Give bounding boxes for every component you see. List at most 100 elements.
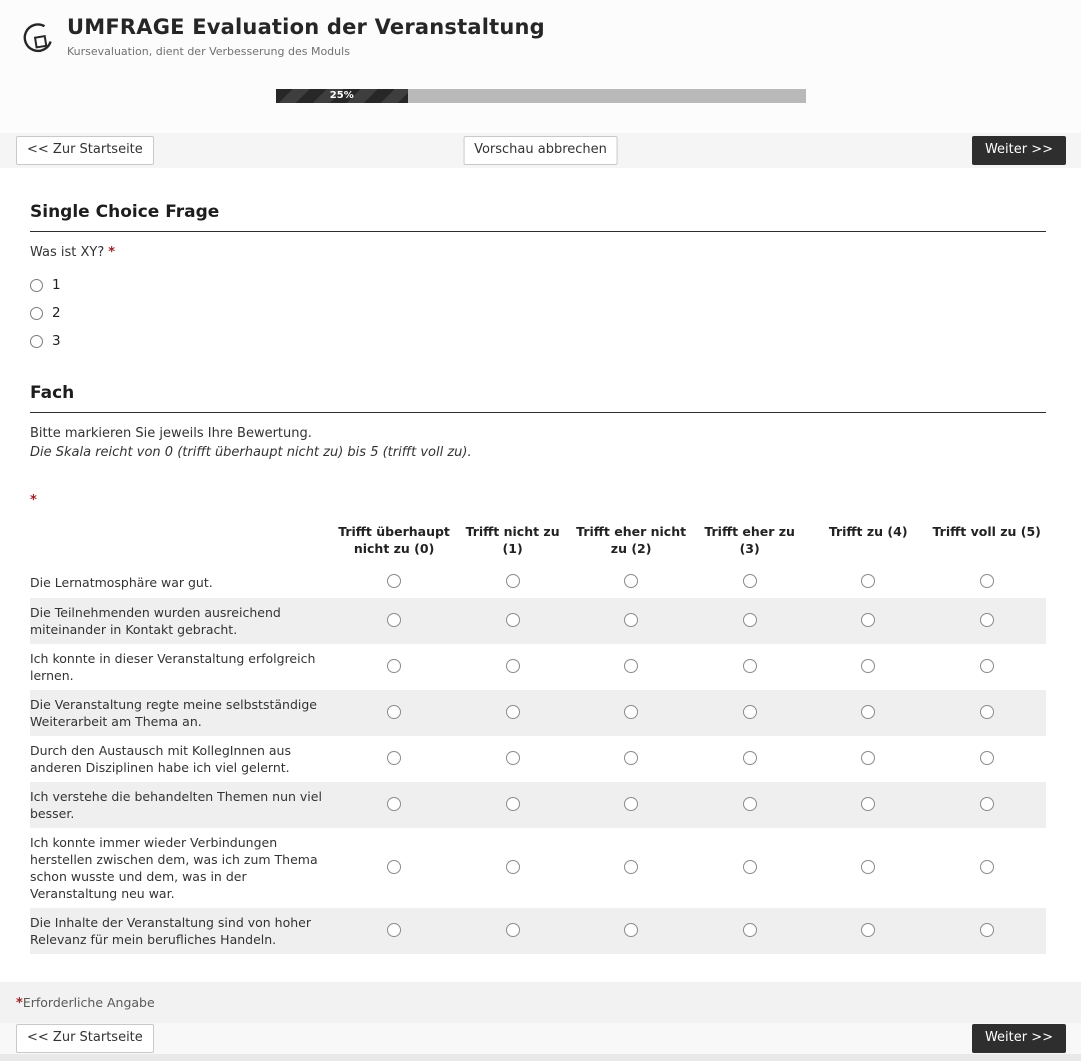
radio-button-icon[interactable] xyxy=(30,306,43,320)
matrix-row-label: Ich konnte immer wieder Verbindungen her… xyxy=(30,835,318,901)
radio-button-icon[interactable] xyxy=(979,750,994,765)
radio-button-icon[interactable] xyxy=(505,859,520,874)
single-choice-option[interactable]: 2 xyxy=(30,299,1046,327)
radio-button-icon[interactable] xyxy=(624,574,639,588)
matrix-row: Durch den Austausch mit KollegInnen aus … xyxy=(30,736,1046,782)
radio-button-icon[interactable] xyxy=(624,612,639,627)
radio-button-icon[interactable] xyxy=(979,574,994,588)
option-label: 3 xyxy=(52,333,61,349)
matrix-cell xyxy=(572,828,691,908)
radio-button-icon[interactable] xyxy=(742,796,757,811)
radio-button-icon[interactable] xyxy=(624,750,639,765)
radio-button-icon[interactable] xyxy=(387,796,402,811)
radio-button-icon[interactable] xyxy=(505,704,520,719)
radio-button-icon[interactable] xyxy=(505,574,520,588)
radio-button-icon[interactable] xyxy=(861,612,876,627)
single-choice-option[interactable]: 3 xyxy=(30,327,1046,355)
survey-subtitle: Kursevaluation, dient der Verbesserung d… xyxy=(67,45,350,58)
single-choice-section: Single Choice Frage Was ist XY? * 1 2 3 xyxy=(30,202,1046,355)
radio-button-icon[interactable] xyxy=(30,334,43,348)
matrix-cell xyxy=(927,908,1046,954)
matrix-cell xyxy=(453,567,572,598)
radio-button-icon[interactable] xyxy=(742,859,757,874)
radio-button-icon[interactable] xyxy=(979,859,994,874)
radio-button-icon[interactable] xyxy=(387,658,402,673)
matrix-cell xyxy=(453,644,572,690)
radio-button-icon[interactable] xyxy=(624,704,639,719)
page-bottom-strip xyxy=(0,1054,1081,1061)
matrix-cell xyxy=(572,567,691,598)
radio-button-icon[interactable] xyxy=(979,704,994,719)
matrix-column-header: Trifft voll zu (5) xyxy=(932,524,1041,539)
radio-button-icon[interactable] xyxy=(624,859,639,874)
matrix-body: Die Lernatmosphäre war gut. Die Teilnehme… xyxy=(30,567,1046,954)
radio-button-icon[interactable] xyxy=(861,922,876,937)
radio-button-icon[interactable] xyxy=(387,704,402,719)
radio-button-icon[interactable] xyxy=(624,796,639,811)
matrix-cell xyxy=(335,644,454,690)
radio-button-icon[interactable] xyxy=(861,796,876,811)
matrix-cell xyxy=(809,736,928,782)
required-asterisk: * xyxy=(30,493,37,508)
radio-button-icon[interactable] xyxy=(505,612,520,627)
matrix-cell xyxy=(690,644,809,690)
radio-button-icon[interactable] xyxy=(742,658,757,673)
radio-button-icon[interactable] xyxy=(742,574,757,588)
radio-button-icon[interactable] xyxy=(979,658,994,673)
radio-button-icon[interactable] xyxy=(505,750,520,765)
matrix-cell xyxy=(809,644,928,690)
matrix-cell xyxy=(809,828,928,908)
group-title-single-choice: Single Choice Frage xyxy=(30,202,1046,232)
radio-button-icon[interactable] xyxy=(505,658,520,673)
matrix-cell xyxy=(335,598,454,644)
matrix-cell xyxy=(335,908,454,954)
radio-button-icon[interactable] xyxy=(387,922,402,937)
radio-button-icon[interactable] xyxy=(624,658,639,673)
radio-button-icon[interactable] xyxy=(505,796,520,811)
matrix-cell xyxy=(335,782,454,828)
next-button[interactable]: Weiter >> xyxy=(971,136,1066,165)
radio-button-icon[interactable] xyxy=(742,922,757,937)
title-block: UMFRAGE Evaluation der Veranstaltung Kur… xyxy=(67,15,545,58)
next-button[interactable]: Weiter >> xyxy=(971,1024,1066,1053)
radio-button-icon[interactable] xyxy=(505,922,520,937)
matrix-required-row: * xyxy=(30,493,1046,508)
radio-button-icon[interactable] xyxy=(387,859,402,874)
radio-button-icon[interactable] xyxy=(861,574,876,588)
required-note: *Erforderliche Angabe xyxy=(0,982,1081,1023)
radio-button-icon[interactable] xyxy=(861,658,876,673)
matrix-cell xyxy=(809,782,928,828)
radio-button-icon[interactable] xyxy=(387,574,402,588)
radio-button-icon[interactable] xyxy=(742,704,757,719)
matrix-column-header: Trifft eher nicht zu (2) xyxy=(576,524,687,556)
radio-button-icon[interactable] xyxy=(861,704,876,719)
single-choice-option[interactable]: 1 xyxy=(30,271,1046,299)
radio-button-icon[interactable] xyxy=(387,612,402,627)
radio-button-icon[interactable] xyxy=(742,612,757,627)
required-asterisk: * xyxy=(108,245,116,260)
radio-button-icon[interactable] xyxy=(861,859,876,874)
matrix-cell xyxy=(690,598,809,644)
matrix-cell xyxy=(927,828,1046,908)
survey-logo-icon xyxy=(20,18,54,62)
radio-button-icon[interactable] xyxy=(979,796,994,811)
matrix-cell xyxy=(335,828,454,908)
radio-button-icon[interactable] xyxy=(979,922,994,937)
cancel-preview-button[interactable]: Vorschau abbrechen xyxy=(463,136,618,165)
radio-button-icon[interactable] xyxy=(742,750,757,765)
matrix-row: Ich konnte immer wieder Verbindungen her… xyxy=(30,828,1046,908)
matrix-cell xyxy=(453,782,572,828)
radio-button-icon[interactable] xyxy=(387,750,402,765)
matrix-cell xyxy=(572,690,691,736)
radio-button-icon[interactable] xyxy=(624,922,639,937)
matrix-cell xyxy=(572,782,691,828)
radio-button-icon[interactable] xyxy=(861,750,876,765)
radio-button-icon[interactable] xyxy=(30,278,43,292)
back-to-start-button[interactable]: << Zur Startseite xyxy=(16,1024,154,1053)
matrix-column-header: Trifft überhaupt nicht zu (0) xyxy=(338,524,450,556)
matrix-cell xyxy=(927,782,1046,828)
back-to-start-button[interactable]: << Zur Startseite xyxy=(16,136,154,165)
matrix-cell xyxy=(453,736,572,782)
radio-button-icon[interactable] xyxy=(979,612,994,627)
